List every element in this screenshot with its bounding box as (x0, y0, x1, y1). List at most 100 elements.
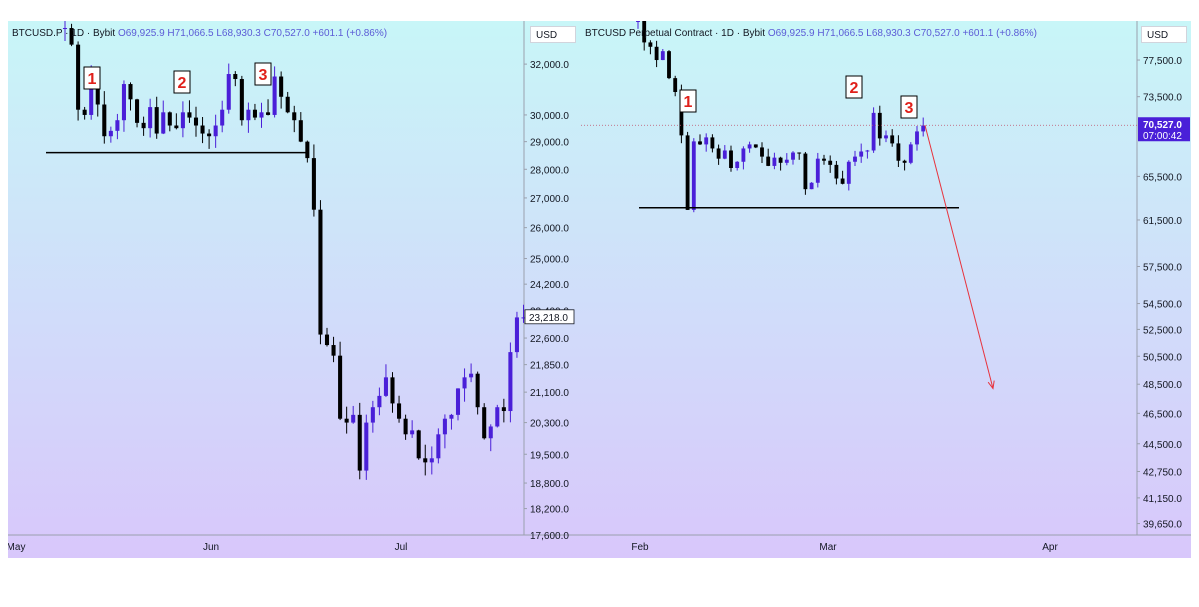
price-tick-label: 28,000.0 (530, 165, 569, 176)
currency-button-right[interactable]: USD (1141, 26, 1187, 43)
candle-down (397, 403, 402, 419)
candle-down (207, 133, 212, 137)
candle-down (135, 99, 140, 123)
price-tick-label: 24,200.0 (530, 280, 569, 291)
candle-down (174, 125, 179, 129)
candle-up (772, 157, 777, 166)
candle-up (846, 161, 851, 184)
candle-down (82, 109, 87, 115)
candle-down (667, 51, 671, 79)
candle-down (778, 157, 783, 163)
price-tick-label: 54,500.0 (1143, 300, 1182, 311)
candle-down (266, 112, 271, 115)
candle-down (877, 112, 882, 139)
last-price-badge (1138, 117, 1190, 142)
candle-down (840, 178, 845, 184)
time-tick-label: Feb (631, 542, 649, 553)
price-tick-label: 57,500.0 (1143, 262, 1182, 273)
pattern-mark-box (254, 62, 272, 86)
candle-up (784, 159, 789, 163)
candle-up (704, 137, 709, 145)
pattern-mark-3: 3 (900, 95, 918, 119)
projection-arrow-head (987, 380, 995, 390)
candle-down (679, 92, 684, 136)
candle-down (501, 407, 506, 412)
candle-down (318, 209, 323, 335)
candle-down (305, 141, 310, 159)
legend-ohlc-left: O69,925.9 H71,066.5 L68,930.3 C70,527.0 … (117, 28, 388, 39)
legend-left: BTCUSD.P · 1D · Bybit O69,925.9 H71,066.… (12, 28, 387, 39)
candle-down (729, 150, 733, 168)
candle-down (76, 44, 81, 110)
time-tick-label: Mar (819, 542, 837, 553)
candle-down (279, 76, 284, 97)
price-tick-label: 44,500.0 (1143, 440, 1182, 451)
candle-down (292, 112, 297, 121)
candle-down (95, 76, 100, 105)
last-price-label: 70,527.0 (1143, 120, 1182, 131)
pattern-mark-label: 3 (905, 100, 914, 117)
candle-up (148, 107, 153, 129)
candle-up (660, 51, 665, 61)
candle-down (403, 418, 408, 435)
candle-down (475, 373, 480, 408)
candle-up (462, 377, 467, 389)
price-tick-label: 20,300.0 (530, 419, 569, 430)
candle-down (803, 153, 808, 190)
price-tick-label: 22,600.0 (530, 334, 569, 345)
candle-up (636, 21, 640, 22)
price-tick-label: 18,800.0 (530, 479, 569, 490)
price-tick-label: 19,500.0 (530, 450, 569, 461)
pattern-mark-label: 2 (850, 80, 859, 97)
candle-down (685, 135, 690, 210)
candle-down (233, 74, 238, 80)
candle-down (642, 21, 647, 43)
candle-up (514, 317, 519, 353)
pattern-mark-1: 1 (83, 66, 101, 90)
candle-up (815, 158, 820, 183)
candle-up (449, 414, 454, 419)
chart-background (581, 21, 1191, 558)
candle-up (455, 388, 461, 415)
candle-down (673, 78, 678, 93)
legend-symbol-right: BTCUSD Perpetual Contract · 1D · Bybit (585, 28, 766, 39)
candle-down (252, 109, 257, 118)
candle-down (890, 135, 895, 144)
candle-up (410, 430, 415, 435)
candle-up (259, 112, 264, 118)
candle-up (859, 151, 864, 157)
price-tick-label: 27,000.0 (530, 194, 569, 205)
candle-up (364, 422, 369, 471)
price-tick-label: 29,000.0 (530, 138, 569, 149)
pattern-mark-box (845, 75, 863, 99)
candle-up (442, 418, 447, 435)
candle-down (324, 334, 330, 346)
candle-up (351, 414, 356, 423)
price-tick-label: 65,500.0 (1143, 172, 1182, 183)
price-tick-label: 46,500.0 (1143, 409, 1182, 420)
price-tick-label: 77,500.0 (1143, 56, 1182, 67)
candle-down (102, 104, 107, 137)
candle-down (69, 28, 74, 45)
legend-ohlc-right: O69,925.9 H71,066.5 L68,930.3 C70,527.0 … (767, 28, 1037, 39)
candle-up (921, 125, 926, 132)
last-price-label: 23,218.0 (529, 313, 568, 324)
candle-up (488, 426, 493, 439)
price-tick-label: 61,500.0 (1143, 216, 1182, 227)
candle-up (370, 407, 375, 423)
chart-left-svg: 32,000.0 30,000.0 29,000.0 28,000.0 27,000.0… (8, 21, 581, 558)
currency-button-left[interactable]: USD (530, 26, 576, 43)
candle-down (193, 117, 199, 126)
price-tick-label: 25,000.0 (530, 255, 569, 266)
legend-right: BTCUSD Perpetual Contract · 1D · Bybit O… (585, 28, 1037, 39)
candle-up (915, 131, 919, 145)
price-tick-label: 50,500.0 (1143, 352, 1182, 363)
candle-up (735, 161, 740, 168)
candle-down (331, 345, 336, 356)
pattern-mark-box (83, 66, 101, 90)
candle-up (853, 156, 857, 162)
candle-down (654, 46, 659, 61)
candle-up (220, 109, 225, 126)
chart-background (8, 21, 581, 558)
candle-down (357, 414, 362, 471)
